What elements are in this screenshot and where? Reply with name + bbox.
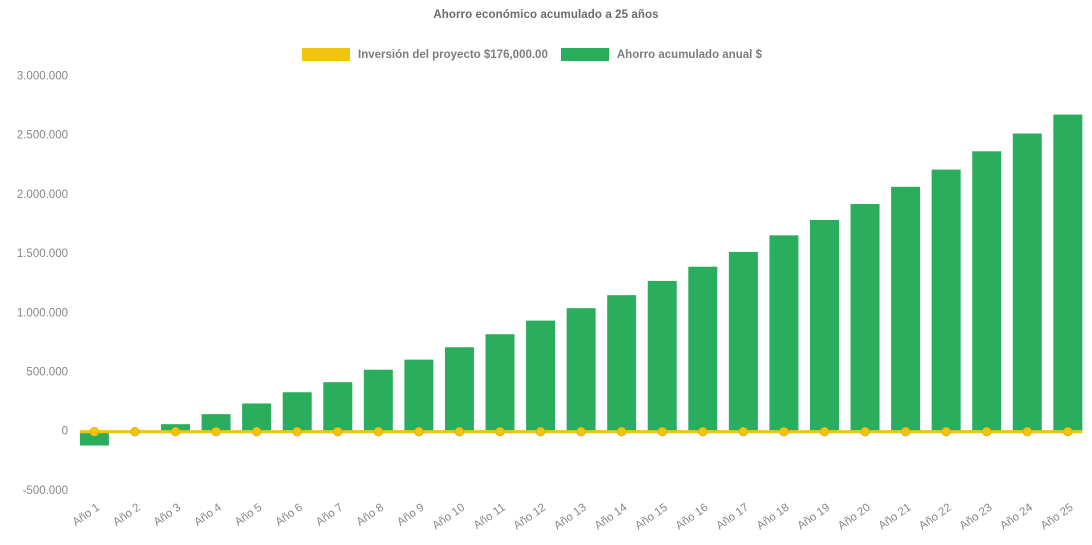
savings-bar-año-24 [1012, 133, 1042, 431]
x-axis-tick-label: Año 5 [233, 502, 265, 529]
investment-line-marker [616, 427, 627, 437]
savings-bar-año-20 [850, 203, 880, 431]
investment-line-marker [454, 427, 465, 437]
x-axis-tick-label: Año 11 [472, 502, 508, 532]
investment-line-marker [576, 427, 586, 437]
x-axis-tick-label: Año 10 [430, 502, 467, 533]
investment-swatch-icon [302, 48, 350, 61]
x-axis-tick-label: Año 19 [795, 502, 832, 533]
legend: Inversión del proyecto $176,000.00 Ahorr… [302, 48, 762, 61]
y-axis-tick-label: 500.000 [26, 367, 68, 379]
savings-swatch-icon [560, 48, 609, 61]
savings-bar-año-8 [363, 369, 393, 431]
investment-line-marker [1022, 427, 1032, 437]
investment-line-marker [900, 427, 911, 437]
y-axis-tick-label: 2.000.000 [17, 189, 68, 201]
x-axis-tick-label: Año 22 [917, 502, 954, 533]
legend-item-savings: Ahorro acumulado anual $ [560, 48, 762, 61]
investment-line-marker [941, 427, 951, 437]
investment-line-marker [738, 427, 749, 437]
savings-bar-año-25 [1053, 114, 1083, 431]
savings-bar-año-5 [242, 403, 272, 431]
savings-bar-año-13 [566, 308, 596, 431]
legend-label-investment: Inversión del proyecto $176,000.00 [358, 48, 548, 61]
x-axis-tick-label: Año 16 [674, 502, 711, 533]
legend-label-savings: Ahorro acumulado anual $ [616, 48, 762, 61]
x-axis-tick-label: Año 1 [71, 502, 103, 529]
x-axis-tick-label: Año 14 [593, 501, 630, 532]
investment-line-marker [495, 427, 505, 437]
savings-bar-año-6 [282, 392, 312, 431]
investment-line-marker [170, 427, 181, 437]
savings-bar-año-9 [404, 359, 434, 431]
investment-line-marker [982, 427, 992, 437]
investment-line-marker [779, 427, 789, 437]
savings-bar-año-11 [485, 334, 515, 431]
investment-line-marker [89, 427, 100, 437]
savings-bar-año-10 [444, 347, 474, 431]
x-axis-tick-label: Año 12 [512, 502, 549, 533]
y-axis-tick-label: 1.500.000 [17, 248, 68, 260]
x-axis-tick-label: Año 24 [998, 501, 1035, 532]
investment-line-marker [657, 427, 667, 437]
x-axis-tick-label: Año 7 [314, 502, 346, 529]
x-axis-tick-label: Año 4 [192, 501, 224, 528]
x-axis-tick-label: Año 17 [714, 502, 751, 533]
investment-line-marker [333, 427, 343, 437]
investment-line-marker [860, 427, 870, 437]
savings-bar-año-19 [809, 219, 839, 431]
y-axis-tick-label: -500.000 [23, 485, 68, 497]
x-axis-tick-label: Año 2 [111, 502, 143, 529]
investment-line-marker [535, 427, 546, 437]
chart-title: Ahorro económico acumulado a 25 años [433, 9, 659, 21]
savings-bar-año-17 [728, 251, 758, 431]
x-axis-tick-label: Año 3 [152, 502, 184, 529]
investment-line-marker [251, 427, 262, 437]
legend-item-investment: Inversión del proyecto $176,000.00 [302, 48, 548, 61]
investment-line-marker [373, 427, 384, 437]
x-axis-tick-label: Año 20 [836, 502, 873, 533]
x-axis-tick-label: Año 15 [633, 502, 670, 533]
savings-bar-año-1 [79, 430, 109, 446]
y-axis-tick-label: 3.000.000 [17, 71, 68, 83]
savings-bar-año-21 [891, 186, 921, 431]
investment-line-marker [1063, 427, 1073, 437]
investment-line-marker [819, 427, 830, 437]
x-axis-tick-label: Año 9 [395, 502, 427, 529]
x-axis-tick-label: Año 23 [958, 502, 995, 533]
savings-bar-año-18 [769, 235, 799, 431]
y-axis-tick-label: 2.500.000 [17, 130, 68, 142]
savings-bar-año-15 [647, 280, 677, 431]
investment-line-marker [211, 427, 221, 437]
savings-bar-año-7 [323, 382, 353, 431]
investment-line-marker [130, 427, 140, 437]
investment-line-marker [414, 427, 424, 437]
x-axis-tick-label: Año 18 [755, 502, 792, 533]
x-axis-tick-label: Año 25 [1039, 502, 1076, 533]
y-axis-tick-label: 1.000.000 [17, 307, 68, 319]
savings-bar-año-14 [607, 295, 637, 431]
x-axis-tick-label: Año 13 [552, 502, 589, 533]
x-axis-tick-label: Año 21 [877, 502, 914, 533]
investment-line-marker [698, 427, 708, 437]
savings-bar-año-12 [526, 320, 556, 431]
savings-bar-año-4 [201, 414, 231, 431]
savings-bar-año-22 [931, 169, 961, 431]
savings-bar-año-23 [972, 151, 1002, 431]
x-axis-tick-label: Año 6 [273, 502, 305, 529]
y-axis-tick-label: 0 [62, 426, 68, 438]
savings-bar-año-16 [688, 266, 718, 431]
investment-line-marker [292, 427, 302, 437]
x-axis-tick-label: Año 8 [355, 502, 387, 529]
